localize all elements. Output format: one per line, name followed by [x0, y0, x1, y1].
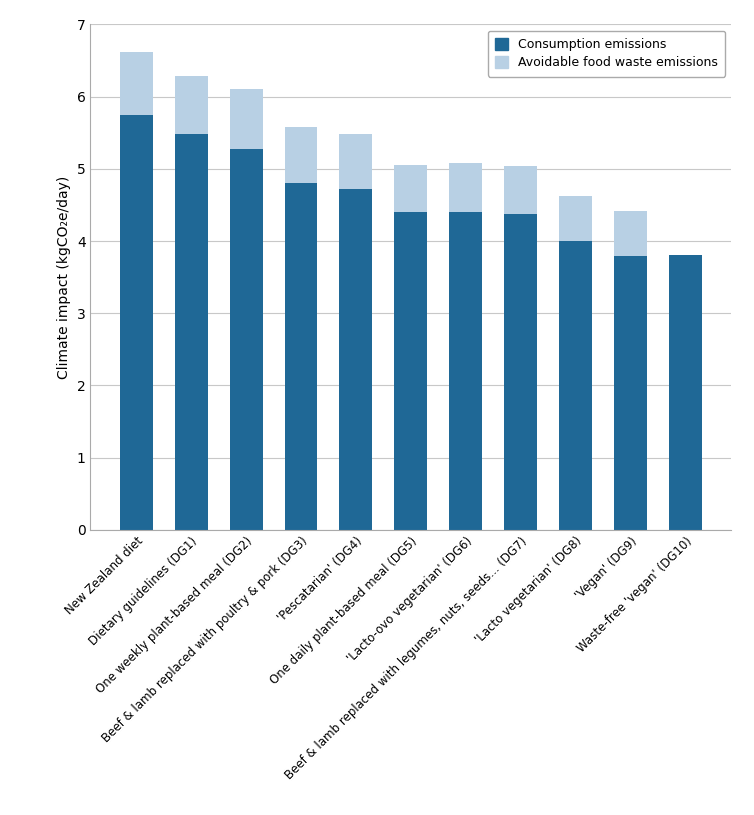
Bar — [559, 196, 593, 241]
Bar — [175, 134, 207, 530]
Bar — [284, 183, 317, 530]
Bar — [670, 255, 702, 530]
Bar — [615, 256, 647, 530]
Bar — [284, 127, 317, 183]
Bar — [394, 165, 428, 212]
Bar — [504, 214, 538, 530]
Bar — [559, 241, 593, 530]
Bar — [229, 90, 262, 148]
Y-axis label: Climate impact (kgCO₂e/day): Climate impact (kgCO₂e/day) — [57, 175, 71, 379]
Bar — [339, 134, 372, 189]
Bar — [229, 148, 262, 530]
Bar — [120, 115, 152, 530]
Bar — [615, 211, 647, 256]
Bar — [394, 212, 428, 530]
Bar — [504, 166, 538, 214]
Legend: Consumption emissions, Avoidable food waste emissions: Consumption emissions, Avoidable food wa… — [488, 31, 725, 77]
Bar — [339, 189, 372, 530]
Bar — [449, 212, 483, 530]
Bar — [120, 52, 152, 115]
Bar — [449, 163, 483, 212]
Bar — [175, 77, 207, 134]
